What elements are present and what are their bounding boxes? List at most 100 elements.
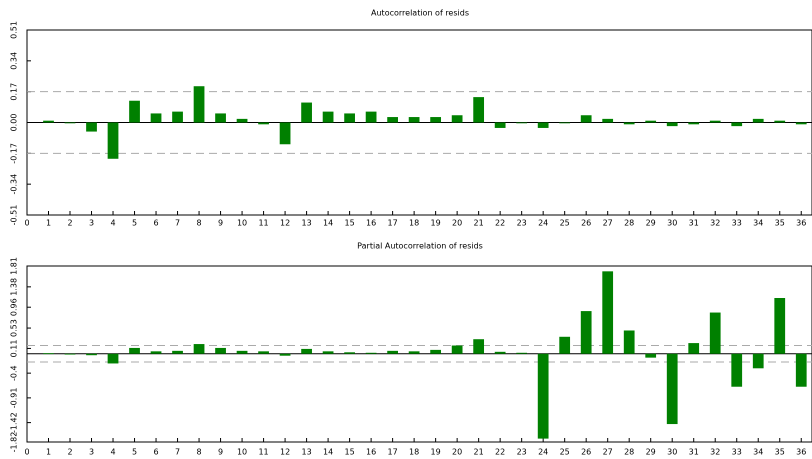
- x-tick-label: 8: [197, 219, 202, 228]
- x-tick-label: 7: [175, 448, 180, 457]
- x-tick-label: 0: [24, 219, 29, 228]
- x-tick-label: 33: [732, 219, 742, 228]
- bar: [430, 349, 442, 354]
- x-tick-label: 10: [237, 448, 247, 457]
- x-tick-label: 30: [667, 219, 677, 228]
- bar: [473, 97, 485, 123]
- x-tick-label: 36: [796, 448, 806, 457]
- bar: [795, 122, 807, 125]
- x-tick-label: 16: [366, 219, 376, 228]
- x-tick-label: 14: [323, 448, 333, 457]
- bar: [193, 86, 205, 123]
- bar: [688, 343, 700, 354]
- bar: [258, 351, 269, 354]
- bar: [107, 353, 119, 364]
- x-tick-label: 27: [603, 448, 613, 457]
- bar: [344, 113, 355, 123]
- bar: [236, 118, 248, 123]
- x-tick-label: 22: [495, 219, 505, 228]
- x-tick-label: 34: [753, 448, 763, 457]
- x-tick-label: 22: [495, 448, 505, 457]
- bar: [580, 311, 592, 354]
- bar: [516, 352, 528, 354]
- bar: [580, 115, 592, 123]
- x-tick-label: 17: [388, 219, 398, 228]
- x-tick-label: 21: [474, 219, 484, 228]
- x-tick-label: 5: [132, 448, 137, 457]
- bar: [43, 353, 54, 355]
- x-tick-label: 17: [388, 448, 398, 457]
- x-tick-label: 0: [24, 448, 29, 457]
- y-tick-label: 0.17: [10, 83, 19, 101]
- x-tick-label: 12: [280, 219, 290, 228]
- bar: [107, 122, 119, 159]
- bar: [537, 122, 549, 128]
- bar: [86, 353, 97, 356]
- y-tick-label: 1.38: [10, 278, 19, 296]
- y-tick-label: 0.96: [10, 298, 19, 316]
- y-tick-label: 0.11: [10, 340, 19, 358]
- bar: [709, 312, 721, 354]
- x-tick-label: 23: [517, 448, 527, 457]
- bar: [150, 351, 162, 354]
- x-tick-label: 6: [153, 448, 158, 457]
- bar: [752, 353, 764, 369]
- x-tick-label: 3: [89, 219, 94, 228]
- bar: [129, 347, 140, 354]
- x-tick-label: 32: [710, 448, 720, 457]
- bar: [430, 117, 442, 123]
- x-tick-label: 5: [132, 219, 137, 228]
- y-tick-label: 0.53: [10, 319, 19, 337]
- bar: [666, 353, 678, 425]
- x-tick-label: 1: [46, 219, 51, 228]
- bar: [709, 120, 721, 123]
- x-tick-label: 36: [796, 219, 806, 228]
- x-tick-label: 16: [366, 448, 376, 457]
- x-tick-label: 24: [538, 219, 548, 228]
- x-tick-label: 19: [431, 448, 441, 457]
- x-tick-label: 24: [538, 448, 548, 457]
- bar: [666, 122, 678, 127]
- x-tick-label: 35: [775, 219, 785, 228]
- bar: [494, 351, 506, 354]
- bar: [365, 352, 377, 354]
- bar: [408, 117, 420, 123]
- x-tick-label: 3: [89, 448, 94, 457]
- x-tick-label: 20: [452, 219, 462, 228]
- x-tick-label: 23: [517, 219, 527, 228]
- bar: [43, 120, 54, 123]
- x-tick-label: 18: [409, 219, 419, 228]
- bar: [559, 122, 571, 124]
- bar: [494, 122, 506, 128]
- x-tick-label: 12: [280, 448, 290, 457]
- bar: [623, 330, 635, 354]
- y-tick-label: 0.00: [10, 114, 19, 132]
- bar: [795, 353, 807, 387]
- y-tick-label: 0.51: [10, 21, 19, 39]
- chart-title: Autocorrelation of resids: [371, 9, 469, 18]
- bar: [731, 353, 743, 387]
- bar: [193, 344, 205, 354]
- y-tick-label: 0.34: [10, 52, 19, 70]
- x-tick-label: 13: [301, 448, 311, 457]
- y-tick-label: -0.17: [10, 143, 19, 164]
- x-tick-label: 6: [153, 219, 158, 228]
- bar: [473, 339, 485, 354]
- bar: [301, 102, 312, 123]
- x-tick-label: 13: [301, 219, 311, 228]
- bar: [258, 122, 269, 125]
- bar: [215, 113, 226, 123]
- x-tick-label: 18: [409, 448, 419, 457]
- x-tick-label: 8: [197, 448, 202, 457]
- x-tick-label: 14: [323, 219, 333, 228]
- bar: [215, 347, 226, 354]
- bar: [322, 111, 334, 123]
- bar: [516, 122, 528, 124]
- bar: [236, 350, 248, 354]
- bar: [602, 118, 614, 123]
- x-tick-label: 31: [689, 219, 699, 228]
- bar: [752, 118, 764, 123]
- x-tick-label: 19: [431, 219, 441, 228]
- bar: [279, 353, 291, 356]
